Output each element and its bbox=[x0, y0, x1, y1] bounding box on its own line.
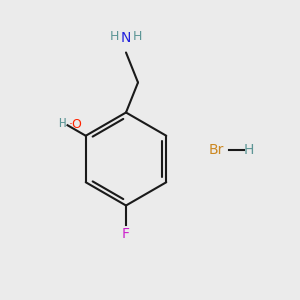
Text: N: N bbox=[121, 31, 131, 45]
Text: H: H bbox=[110, 31, 119, 44]
Text: H: H bbox=[243, 143, 254, 157]
Text: H: H bbox=[58, 117, 66, 130]
Text: Br: Br bbox=[208, 143, 224, 157]
Text: ·O: ·O bbox=[69, 118, 83, 131]
Text: F: F bbox=[122, 226, 130, 241]
Text: H: H bbox=[133, 31, 142, 44]
